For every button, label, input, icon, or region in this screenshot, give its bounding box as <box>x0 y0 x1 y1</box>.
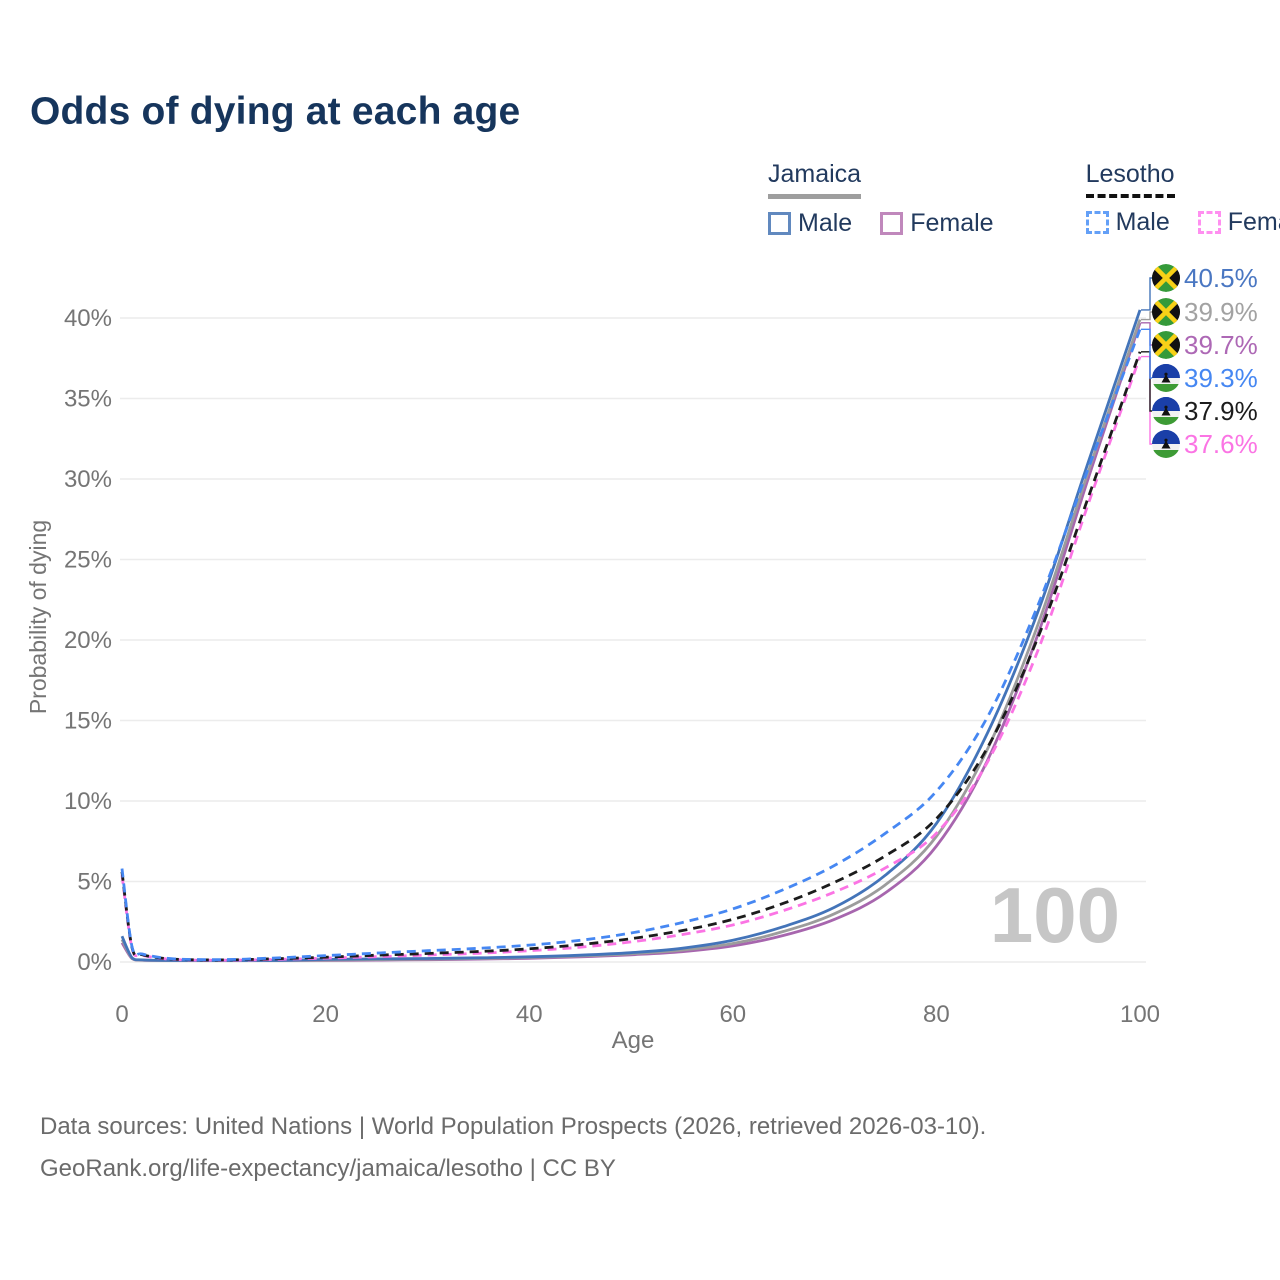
svg-text:100: 100 <box>1120 1001 1160 1028</box>
end-value-label-jamaica-male: 40.5% <box>1184 263 1258 293</box>
end-value-label-lesotho-male: 39.3% <box>1184 363 1258 393</box>
svg-text:40: 40 <box>516 1001 543 1028</box>
lesotho-female-swatch-icon <box>1197 211 1221 234</box>
legend-label-lesotho-female: Female <box>1227 208 1280 236</box>
chart-footer: Data sources: United Nations | World Pop… <box>40 1106 986 1190</box>
end-labels: 39.7%39.9% 40.5% 37.6%37.9%39.3% <box>1141 263 1258 459</box>
jamaica-male-swatch-icon <box>768 212 791 235</box>
jamaica-female-swatch-icon <box>880 212 904 235</box>
series-line-lesotho-female[interactable] <box>120 356 1142 962</box>
series-line-lesotho-male[interactable] <box>120 328 1142 962</box>
end-value-label-lesotho-both: 37.9% <box>1184 396 1258 426</box>
page-title: Odds of dying at each age <box>30 90 521 133</box>
end-value-label-lesotho-female: 37.6% <box>1184 429 1258 459</box>
svg-text:30%: 30% <box>64 466 112 493</box>
footer-data-sources: Data sources: United Nations | World Pop… <box>40 1113 987 1140</box>
legend-label-jamaica-male: Male <box>798 209 853 237</box>
legend-items-lesotho: Male Female <box>1085 208 1280 237</box>
lesotho-flag-icon <box>1152 430 1180 458</box>
series-line-jamaica-male[interactable] <box>120 309 1142 962</box>
legend: Jamaica Male Female Lesotho Male Female <box>768 160 1280 238</box>
footer-attribution: GeoRank.org/life-expectancy/jamaica/leso… <box>40 1155 616 1182</box>
svg-text:80: 80 <box>923 1001 950 1028</box>
lesotho-male-swatch-icon <box>1085 211 1109 234</box>
x-axis-title: Age <box>612 1027 655 1054</box>
jamaica-flag-icon <box>1152 298 1180 326</box>
svg-text:60: 60 <box>719 1001 746 1028</box>
legend-label-lesotho-male: Male <box>1115 208 1170 236</box>
legend-item-jamaica-male[interactable]: Male <box>768 209 852 238</box>
svg-text:25%: 25% <box>64 547 112 574</box>
svg-text:5%: 5% <box>77 869 112 896</box>
series-lines <box>120 309 1142 962</box>
svg-text:15%: 15% <box>64 708 112 735</box>
svg-text:20: 20 <box>312 1001 339 1028</box>
legend-group-lesotho: Lesotho Male Female <box>1085 160 1280 238</box>
svg-text:0: 0 <box>115 1001 128 1028</box>
legend-item-lesotho-male[interactable]: Male <box>1085 208 1170 237</box>
svg-text:20%: 20% <box>64 627 112 654</box>
jamaica-flag-icon <box>1152 331 1180 359</box>
svg-text:40%: 40% <box>64 305 112 332</box>
end-connector-lesotho-female <box>1141 355 1157 445</box>
legend-label-jamaica-female: Female <box>910 209 994 237</box>
legend-group-jamaica: Jamaica Male Female <box>768 160 994 238</box>
lesotho-flag-icon <box>1152 364 1180 392</box>
legend-item-lesotho-female[interactable]: Female <box>1197 208 1280 237</box>
legend-item-jamaica-female[interactable]: Female <box>880 209 994 238</box>
gridlines <box>120 317 1146 963</box>
end-value-label-jamaica-female: 39.7% <box>1184 330 1258 360</box>
svg-text:35%: 35% <box>64 386 112 413</box>
svg-text:0%: 0% <box>77 949 112 976</box>
legend-country-jamaica: Jamaica <box>768 160 862 199</box>
legend-country-lesotho: Lesotho <box>1085 160 1175 198</box>
jamaica-flag-icon <box>1152 264 1180 292</box>
svg-text:10%: 10% <box>64 788 112 815</box>
x-axis-tick-labels: 0 20 40 60 80 100 <box>115 1001 1160 1028</box>
y-axis-tick-labels: 0% 5% 10% 15% 20% 25% 30% 35% 40% <box>64 305 112 976</box>
end-value-label-jamaica-both: 39.9% <box>1184 297 1258 327</box>
hover-age-watermark: 100 <box>990 871 1120 959</box>
y-axis-title: Probability of dying <box>25 520 51 714</box>
series-line-lesotho-both[interactable] <box>120 351 1142 962</box>
lesotho-flag-icon <box>1152 397 1180 425</box>
legend-items-jamaica: Male Female <box>768 209 994 238</box>
series-line-jamaica-female[interactable] <box>120 322 1142 962</box>
